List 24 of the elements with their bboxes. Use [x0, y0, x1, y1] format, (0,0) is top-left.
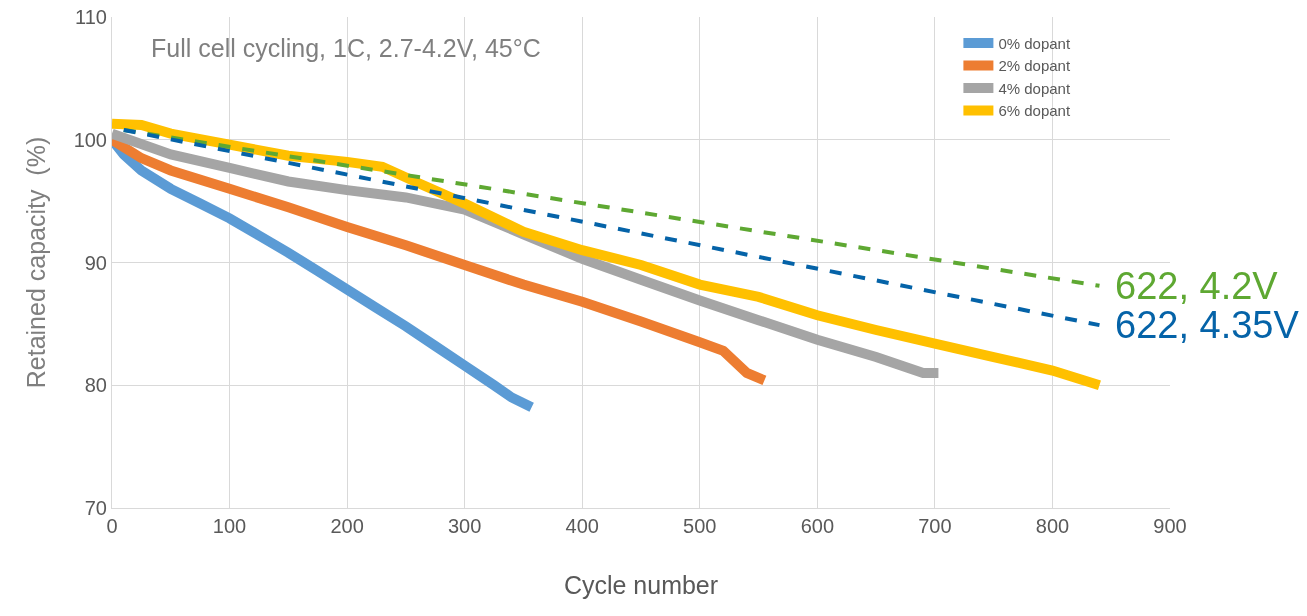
x-tick-label: 500	[683, 515, 717, 537]
annotation: Full cell cycling, 1C, 2.7-4.2V, 45°C	[151, 34, 541, 62]
x-tick-label: 400	[565, 515, 599, 537]
y-tick-label: 70	[84, 497, 107, 519]
x-tick-label: 0	[106, 515, 118, 537]
x-tick-label: 900	[1153, 515, 1187, 537]
legend-label: 6% dopant	[998, 102, 1071, 120]
x-tick-label: 100	[212, 515, 247, 537]
y-tick-label: 110	[75, 6, 107, 28]
x-tick-label: 300	[447, 515, 482, 537]
legend-label: 4% dopant	[998, 79, 1071, 97]
x-tick-label: 200	[330, 515, 364, 537]
y-tick-label: 80	[84, 374, 107, 397]
x-axis-title: Cycle number	[563, 571, 719, 599]
x-tick-label: 700	[918, 515, 952, 537]
legend-label: 0% dopant	[998, 34, 1071, 52]
series-label: 622, 4.35V	[1115, 304, 1300, 346]
series-label: 622, 4.2V	[1115, 265, 1279, 307]
y-tick-label: 90	[84, 251, 107, 274]
x-tick-label: 800	[1035, 515, 1070, 537]
x-tick-label: 600	[800, 515, 835, 537]
y-axis-title: Retained capacity (%)	[22, 136, 51, 389]
legend-label: 2% dopant	[998, 57, 1071, 75]
y-tick-label: 100	[73, 128, 107, 151]
